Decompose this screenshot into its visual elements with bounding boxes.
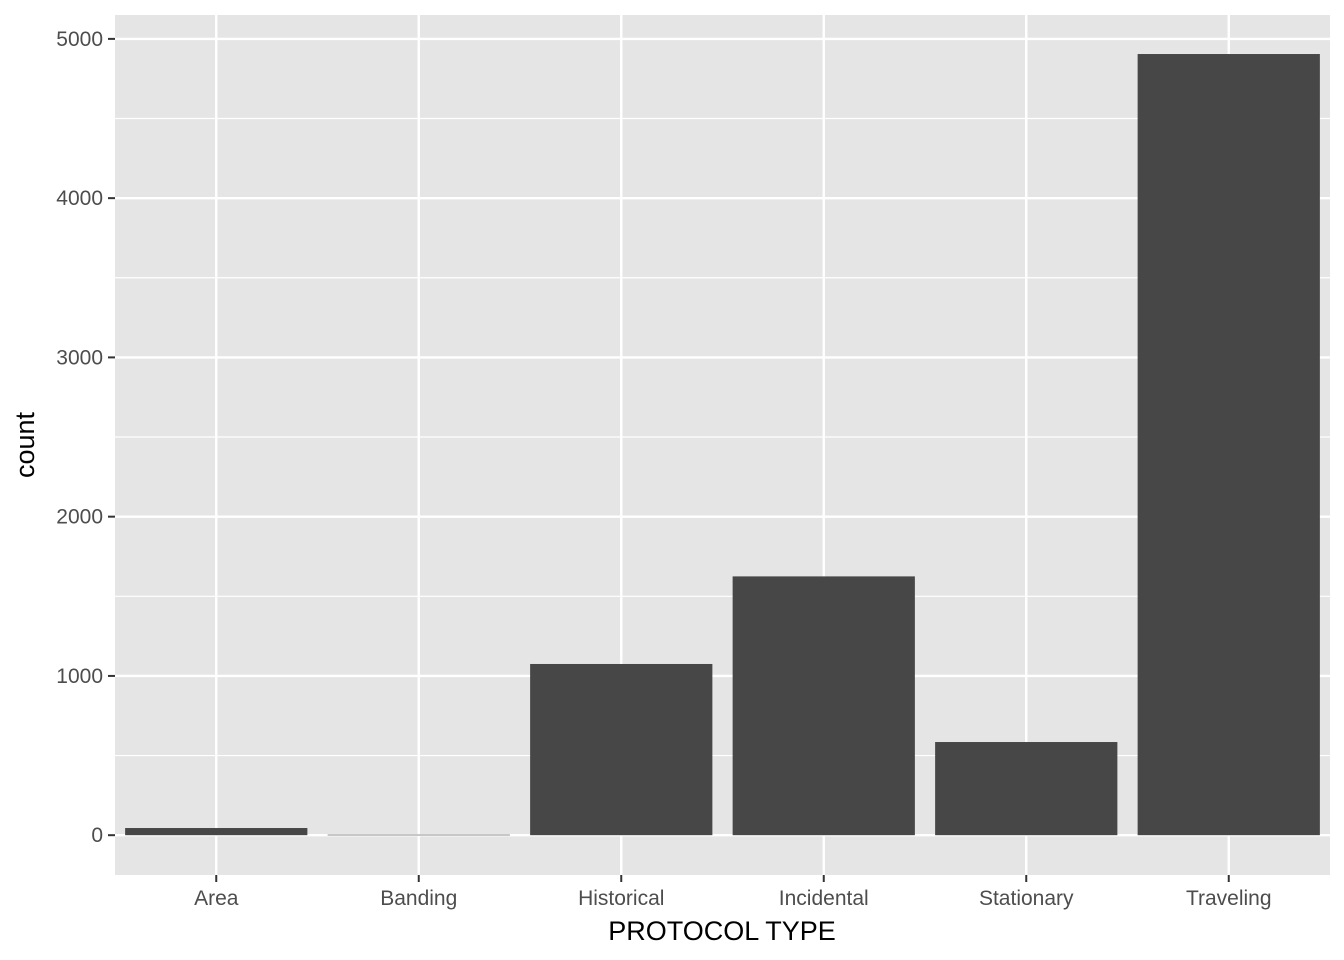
bar-incidental bbox=[732, 576, 915, 836]
minor-gridlines bbox=[115, 117, 1330, 757]
y-axis-title: count bbox=[10, 411, 40, 478]
y-tick-label: 4000 bbox=[56, 187, 103, 210]
y-tick-label: 3000 bbox=[56, 346, 103, 369]
x-axis-title: PROTOCOL TYPE bbox=[608, 916, 836, 946]
y-axis: 0 1000 2000 3000 4000 5000 bbox=[56, 28, 115, 847]
bar-traveling bbox=[1137, 54, 1320, 836]
y-tick-label: 1000 bbox=[56, 665, 103, 688]
y-tick-label: 5000 bbox=[56, 28, 103, 51]
plot-panel bbox=[115, 15, 1330, 875]
bar-banding bbox=[327, 834, 510, 836]
major-gridlines bbox=[115, 15, 1330, 875]
x-axis: Area Banding Historical Incidental Stationar… bbox=[194, 875, 1272, 910]
bar-area bbox=[125, 828, 308, 836]
bar-stationary bbox=[935, 742, 1118, 836]
bars bbox=[125, 54, 1320, 836]
x-tick-label: Area bbox=[194, 887, 239, 910]
x-tick-label: Historical bbox=[578, 887, 664, 910]
y-tick-label: 0 bbox=[91, 824, 103, 847]
x-tick-label: Incidental bbox=[779, 887, 869, 910]
y-tick-label: 2000 bbox=[56, 506, 103, 529]
x-tick-label: Traveling bbox=[1186, 887, 1272, 910]
x-tick-label: Banding bbox=[380, 887, 457, 910]
x-tick-label: Stationary bbox=[979, 887, 1074, 910]
bar-historical bbox=[530, 663, 713, 836]
